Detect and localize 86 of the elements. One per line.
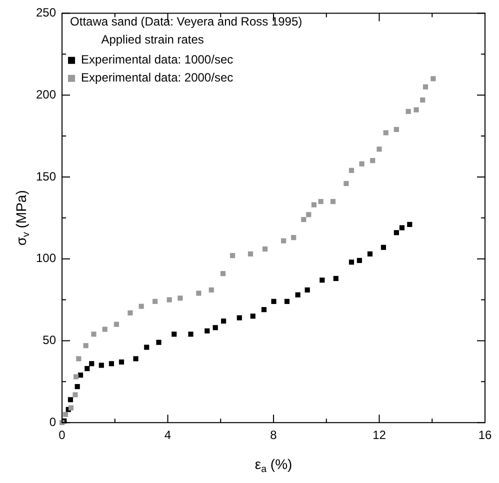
point	[383, 130, 388, 136]
point	[284, 298, 290, 304]
y-tick-label: 0	[49, 414, 56, 429]
point	[330, 198, 336, 204]
y-tick-label: 100	[36, 251, 56, 266]
point	[221, 318, 226, 324]
point	[178, 296, 183, 301]
point	[128, 310, 133, 316]
point	[73, 374, 79, 380]
legend-label: Experimental data: 1000/sec	[81, 52, 234, 67]
point	[262, 246, 268, 252]
point	[138, 304, 144, 309]
point	[89, 361, 94, 366]
point	[74, 384, 80, 390]
point	[108, 361, 114, 366]
point	[320, 278, 325, 283]
x-tick-label: 0	[58, 428, 66, 442]
point	[394, 126, 399, 132]
point	[91, 332, 96, 337]
point	[356, 258, 362, 264]
point	[406, 108, 411, 114]
point	[399, 225, 405, 230]
point	[306, 212, 312, 218]
point	[311, 202, 317, 208]
legend-label: Experimental data: 2000/sec	[81, 70, 234, 85]
point	[118, 359, 124, 365]
chart-title: Ottawa sand (Data: Veyera and Ross 1995)	[70, 14, 302, 28]
point	[261, 307, 267, 312]
point	[318, 198, 324, 204]
point	[333, 276, 338, 282]
point	[370, 158, 376, 164]
point	[114, 322, 120, 327]
x-tick-label: 16	[478, 428, 492, 442]
point	[348, 168, 354, 173]
point	[248, 251, 254, 256]
point	[420, 97, 426, 103]
point	[76, 356, 82, 362]
point	[348, 260, 354, 265]
point	[68, 397, 74, 402]
point	[188, 332, 194, 337]
point	[291, 235, 296, 240]
point	[367, 251, 373, 256]
point	[98, 362, 104, 368]
point	[359, 161, 364, 166]
y-axis-title: σv (MPa)	[12, 190, 32, 246]
legend-title: Applied strain rates	[101, 32, 204, 46]
point	[62, 412, 68, 417]
point	[281, 238, 286, 244]
x-tick-label: 4	[164, 428, 172, 442]
point	[394, 230, 399, 236]
y-tick-label: 150	[36, 169, 56, 184]
point	[102, 326, 108, 332]
point	[236, 315, 242, 320]
point	[220, 271, 226, 276]
point	[250, 314, 256, 319]
point	[271, 298, 276, 304]
point	[230, 253, 236, 258]
point	[196, 290, 202, 296]
point	[204, 328, 210, 334]
point	[295, 292, 300, 298]
point	[344, 180, 349, 186]
y-tick-label: 250	[36, 6, 56, 20]
point	[376, 146, 382, 152]
point	[208, 287, 214, 292]
point	[144, 344, 150, 350]
point	[301, 216, 306, 222]
x-tick-label: 12	[372, 428, 386, 442]
point	[380, 244, 386, 250]
point	[156, 340, 162, 345]
y-tick-label: 50	[42, 333, 56, 348]
point	[83, 343, 88, 348]
point	[304, 287, 310, 292]
point	[430, 76, 436, 82]
point	[84, 366, 90, 372]
x-tick-label: 8	[270, 428, 278, 442]
point	[68, 405, 74, 410]
point	[414, 107, 419, 112]
y-tick-label: 200	[36, 87, 56, 102]
point	[407, 222, 412, 227]
point	[212, 325, 218, 330]
point	[133, 356, 138, 362]
point	[422, 84, 428, 90]
point	[172, 332, 177, 337]
point	[166, 297, 172, 302]
point	[72, 392, 78, 398]
point	[152, 298, 158, 304]
